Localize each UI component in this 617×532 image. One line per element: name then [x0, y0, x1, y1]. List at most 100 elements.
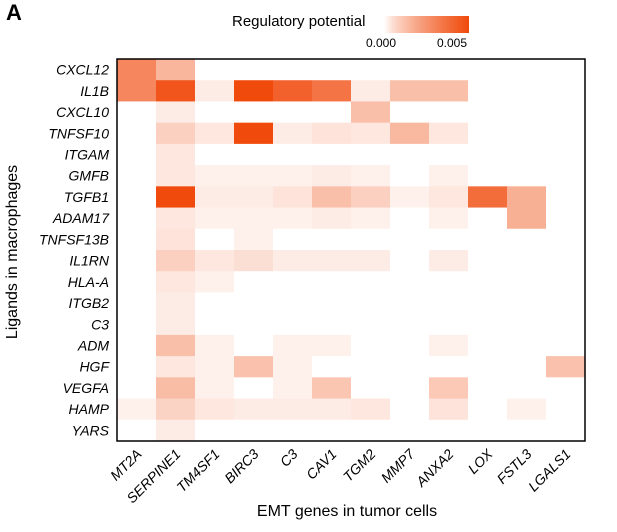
heatmap-cell — [468, 207, 508, 230]
heatmap-cell — [312, 334, 352, 357]
heatmap-cell — [312, 419, 352, 442]
heatmap-cell — [312, 59, 352, 81]
heatmap-cell — [351, 313, 391, 336]
heatmap-cell — [312, 377, 352, 399]
heatmap-cell — [234, 313, 274, 336]
heatmap-cell — [234, 80, 274, 102]
heatmap-cell — [507, 356, 547, 378]
heatmap-cell — [351, 80, 391, 102]
heatmap-cell — [273, 143, 313, 166]
heatmap-cell — [390, 292, 430, 315]
heatmap-cell — [273, 101, 313, 124]
y-axis-title: Ligands in macrophages — [4, 165, 21, 339]
heatmap-cell — [156, 334, 196, 357]
heatmap-cell — [546, 59, 586, 81]
heatmap-cell — [195, 398, 235, 421]
heatmap-cell — [546, 101, 586, 124]
row-label: ITGB2 — [69, 295, 110, 311]
heatmap-cell — [234, 398, 274, 421]
heatmap-cell — [234, 101, 274, 124]
heatmap-cell — [351, 122, 391, 145]
row-label: CXCL12 — [56, 62, 109, 78]
heatmap-cell — [312, 143, 352, 166]
heatmap-cell — [390, 186, 430, 208]
heatmap-cell — [351, 292, 391, 315]
heatmap-cell — [468, 80, 508, 102]
heatmap-cell — [312, 228, 352, 251]
column-label: LGALS1 — [525, 446, 574, 495]
heatmap-cell — [429, 377, 469, 399]
plot-frame — [116, 58, 586, 442]
heatmap-cell — [312, 165, 352, 187]
heatmap-cell — [468, 165, 508, 187]
heatmap-cell — [156, 207, 196, 230]
legend-min-label: 0.000 — [366, 36, 397, 50]
heatmap-cell — [117, 271, 157, 293]
heatmap-cell — [195, 165, 235, 187]
heatmap-cell — [117, 59, 157, 81]
legend-color-bar — [384, 16, 469, 33]
heatmap-cell — [117, 186, 157, 208]
heatmap-cell — [507, 419, 547, 442]
heatmap-cell — [273, 250, 313, 272]
heatmap-cell — [273, 334, 313, 357]
heatmap-cell — [468, 398, 508, 421]
row-label: HLA-A — [68, 274, 109, 290]
row-label: ADM — [77, 338, 109, 354]
heatmap-cell — [273, 292, 313, 315]
heatmap-cell — [312, 398, 352, 421]
heatmap-cell — [390, 80, 430, 102]
heatmap-cell — [390, 59, 430, 81]
heatmap-cell — [429, 271, 469, 293]
heatmap-cell — [234, 165, 274, 187]
column-label: MMP7 — [378, 445, 419, 486]
heatmap-cell — [351, 165, 391, 187]
heatmap-cell — [468, 101, 508, 124]
heatmap-cell — [195, 101, 235, 124]
heatmap-cell — [468, 356, 508, 378]
heatmap-cell — [273, 398, 313, 421]
heatmap-cell — [390, 207, 430, 230]
heatmap-cell — [117, 334, 157, 357]
heatmap-cell — [156, 59, 196, 81]
heatmap-cells — [117, 59, 586, 442]
heatmap-cell — [507, 334, 547, 357]
heatmap-cell — [156, 186, 196, 208]
heatmap-cell — [117, 250, 157, 272]
heatmap-cell — [234, 122, 274, 145]
column-label: LOX — [464, 445, 496, 477]
heatmap-cell — [117, 165, 157, 187]
row-label: GMFB — [69, 168, 109, 184]
row-label: TGFB1 — [64, 189, 109, 205]
row-label: TNFSF13B — [39, 231, 109, 247]
heatmap-cell — [117, 101, 157, 124]
row-label: HGF — [79, 359, 110, 375]
heatmap-cell — [312, 80, 352, 102]
x-axis-title: EMT genes in tumor cells — [257, 503, 437, 520]
heatmap-cell — [507, 80, 547, 102]
heatmap-cell — [156, 313, 196, 336]
heatmap-cell — [351, 356, 391, 378]
heatmap-cell — [507, 377, 547, 399]
heatmap-cell — [468, 143, 508, 166]
row-label: IL1B — [80, 83, 109, 99]
heatmap-cell — [468, 250, 508, 272]
heatmap-cell — [507, 207, 547, 230]
heatmap-cell — [156, 292, 196, 315]
heatmap-cell — [195, 186, 235, 208]
heatmap-cell — [234, 377, 274, 399]
heatmap-cell — [429, 292, 469, 315]
heatmap-cell — [195, 143, 235, 166]
heatmap-cell — [234, 143, 274, 166]
heatmap-cell — [390, 419, 430, 442]
heatmap-cell — [234, 356, 274, 378]
heatmap-cell — [390, 334, 430, 357]
heatmap-cell — [195, 228, 235, 251]
heatmap-cell — [468, 271, 508, 293]
heatmap-cell — [351, 377, 391, 399]
heatmap-cell — [156, 356, 196, 378]
heatmap-cell — [195, 377, 235, 399]
heatmap-cell — [507, 59, 547, 81]
row-labels: CXCL12 IL1B CXCL10 TNFSF10 ITGAM GMFB TGFB1 ADA… — [39, 62, 110, 439]
